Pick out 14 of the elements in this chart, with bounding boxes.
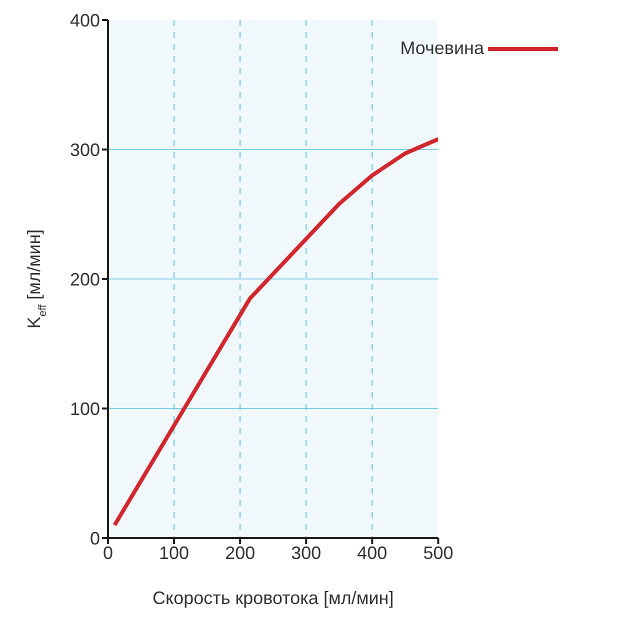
y-tick-label: 200 bbox=[70, 269, 100, 290]
legend-label: Мочевина bbox=[400, 38, 484, 59]
y-tick-label: 100 bbox=[70, 398, 100, 419]
y-tick-label: 400 bbox=[70, 10, 100, 30]
y-tick-label: 0 bbox=[90, 528, 100, 548]
x-tick-label: 400 bbox=[357, 542, 388, 563]
x-tick-label: 500 bbox=[423, 542, 454, 563]
x-tick-label: 0 bbox=[102, 542, 114, 563]
x-tick-label: 100 bbox=[159, 542, 190, 563]
line-series bbox=[112, 137, 438, 528]
x-tick-label: 200 bbox=[225, 542, 256, 563]
y-tick-label: 300 bbox=[70, 140, 100, 160]
x-axis-title: Скорость кровотока [мл/мин] bbox=[152, 588, 394, 608]
x-tick-label: 300 bbox=[291, 542, 322, 563]
